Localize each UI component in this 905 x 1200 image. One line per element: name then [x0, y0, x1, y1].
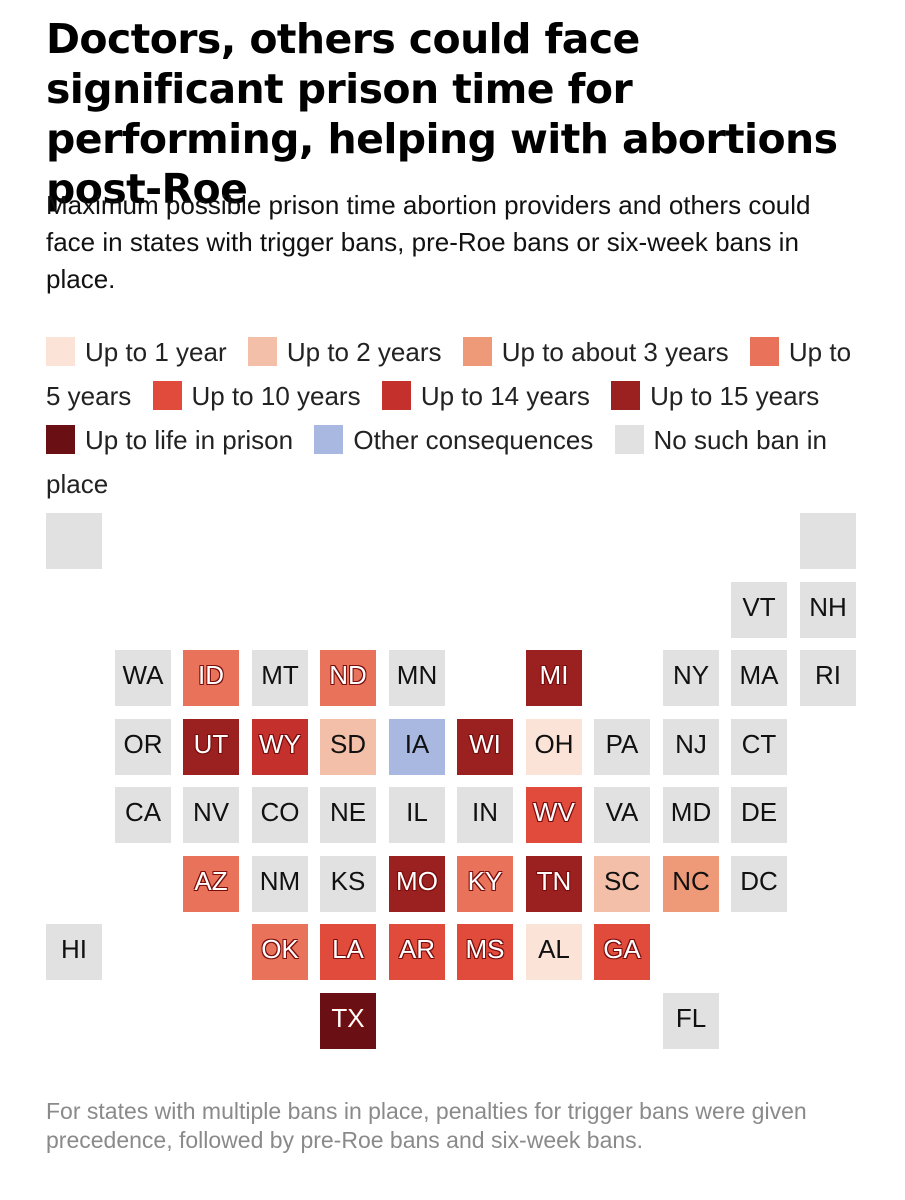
state-tile-dc: DC: [731, 856, 787, 912]
blank-tile: [46, 513, 102, 569]
state-tile-fl: FL: [663, 993, 719, 1049]
state-tile-de: DE: [731, 787, 787, 843]
state-tile-ut: UT: [183, 719, 239, 775]
legend-item-y1: Up to 1 year: [46, 337, 241, 367]
legend-label: No such ban in place: [46, 425, 827, 499]
state-tile-va: VA: [594, 787, 650, 843]
state-tile-ri: RI: [800, 650, 856, 706]
legend-label: Other consequences: [353, 425, 594, 455]
legend: Up to 1 year Up to 2 years Up to about 3…: [46, 330, 856, 506]
chart-subtitle: Maximum possible prison time abortion pr…: [46, 190, 811, 294]
state-tile-nd: ND: [320, 650, 376, 706]
state-tile-mo: MO: [389, 856, 445, 912]
legend-label: Up to 1 year: [85, 337, 227, 367]
state-tile-nc: NC: [663, 856, 719, 912]
state-tile-ct: CT: [731, 719, 787, 775]
state-tile-sc: SC: [594, 856, 650, 912]
state-tile-mn: MN: [389, 650, 445, 706]
legend-swatch: [152, 381, 182, 410]
state-tile-la: LA: [320, 924, 376, 980]
state-tile-ok: OK: [252, 924, 308, 980]
footnote: For states with multiple bans in place, …: [46, 1098, 807, 1153]
state-tile-mi: MI: [526, 650, 582, 706]
state-tile-nv: NV: [183, 787, 239, 843]
state-tile-ks: KS: [320, 856, 376, 912]
legend-label: Up to about 3 years: [501, 337, 729, 367]
legend-swatch: [46, 425, 75, 454]
state-tile-tn: TN: [526, 856, 582, 912]
state-tile-ia: IA: [389, 719, 445, 775]
state-tile-ky: KY: [457, 856, 513, 912]
state-tile-nh: NH: [800, 582, 856, 638]
state-tile-hi: HI: [46, 924, 102, 980]
legend-swatch: [381, 381, 411, 410]
state-tile-in: IN: [457, 787, 513, 843]
legend-item-none: No such ban in place: [46, 425, 827, 499]
legend-item-y10: Up to 10 years: [152, 381, 375, 411]
state-tile-pa: PA: [594, 719, 650, 775]
state-tile-tx: TX: [320, 993, 376, 1049]
legend-swatch: [314, 425, 344, 454]
state-tile-ga: GA: [594, 924, 650, 980]
legend-label: Up to 5 years: [46, 337, 852, 411]
state-tile-nm: NM: [252, 856, 308, 912]
state-tile-ms: MS: [457, 924, 513, 980]
legend-swatch: [614, 425, 644, 454]
legend-swatch: [247, 337, 277, 366]
state-tile-oh: OH: [526, 719, 582, 775]
legend-swatch: [46, 337, 75, 366]
legend-item-y14: Up to 14 years: [381, 381, 604, 411]
state-tile-wy: WY: [252, 719, 308, 775]
state-tile-il: IL: [389, 787, 445, 843]
legend-item-y2: Up to 2 years: [247, 337, 456, 367]
legend-item-y15: Up to 15 years: [611, 381, 833, 411]
state-tile-id: ID: [183, 650, 239, 706]
state-tile-md: MD: [663, 787, 719, 843]
legend-swatch: [611, 381, 641, 410]
legend-label: Up to life in prison: [85, 425, 294, 455]
state-tile-ny: NY: [663, 650, 719, 706]
state-tile-or: OR: [115, 719, 171, 775]
state-tile-ne: NE: [320, 787, 376, 843]
legend-swatch: [749, 337, 779, 366]
legend-item-y3: Up to about 3 years: [462, 337, 743, 367]
chart-title: Doctors, others could face significant p…: [46, 15, 838, 213]
state-tile-ar: AR: [389, 924, 445, 980]
state-tile-ma: MA: [731, 650, 787, 706]
state-tile-az: AZ: [183, 856, 239, 912]
legend-item-life: Up to life in prison: [46, 425, 307, 455]
legend-label: Up to 2 years: [286, 337, 442, 367]
state-tile-wi: WI: [457, 719, 513, 775]
state-tile-wv: WV: [526, 787, 582, 843]
state-tile-co: CO: [252, 787, 308, 843]
state-tile-al: AL: [526, 924, 582, 980]
state-tile-nj: NJ: [663, 719, 719, 775]
legend-item-other: Other consequences: [314, 425, 607, 455]
blank-tile: [800, 513, 856, 569]
state-tile-sd: SD: [320, 719, 376, 775]
state-tile-vt: VT: [731, 582, 787, 638]
state-tile-wa: WA: [115, 650, 171, 706]
legend-label: Up to 14 years: [420, 381, 590, 411]
legend-item-y5: Up to 5 years: [46, 337, 851, 411]
state-tile-mt: MT: [252, 650, 308, 706]
legend-swatch: [462, 337, 492, 366]
legend-label: Up to 10 years: [191, 381, 361, 411]
legend-label: Up to 15 years: [650, 381, 820, 411]
state-tile-ca: CA: [115, 787, 171, 843]
